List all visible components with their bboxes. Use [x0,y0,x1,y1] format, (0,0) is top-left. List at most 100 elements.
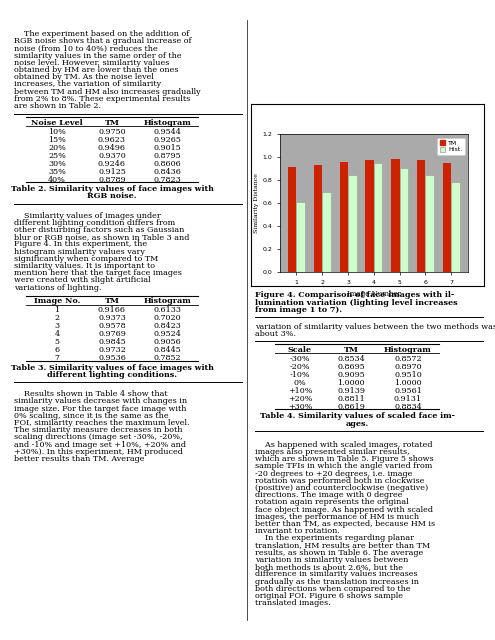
Text: In the experiments regarding planar: In the experiments regarding planar [255,534,414,542]
Text: 40%: 40% [48,176,66,184]
Text: increases, the variation of similarity: increases, the variation of similarity [14,81,161,88]
Text: results, as shown in Table 6. The average: results, as shown in Table 6. The averag… [255,548,423,557]
Bar [417,161,425,272]
Text: histogram similarity values vary: histogram similarity values vary [14,248,145,255]
Text: 0.9373: 0.9373 [98,314,126,323]
Text: 6: 6 [54,346,59,355]
Text: were created with slight artificial: were created with slight artificial [14,276,150,284]
Text: difference in similarity values increases: difference in similarity values increase… [255,570,418,579]
Text: 0.8795: 0.8795 [153,152,181,160]
Text: 0%: 0% [294,379,306,387]
Text: (positive) and counterclockwise (negative): (positive) and counterclockwise (negativ… [255,484,428,492]
Text: 0.9732: 0.9732 [98,346,126,355]
Text: different lighting condition differs from: different lighting condition differs fro… [14,219,175,227]
Text: 0.9750: 0.9750 [98,128,126,136]
Text: 1: 1 [54,307,59,314]
Text: 0.8436: 0.8436 [153,168,181,176]
Text: The similarity measure decreases in both: The similarity measure decreases in both [14,426,183,434]
Text: -20 degrees to +20 degrees, i.e. image: -20 degrees to +20 degrees, i.e. image [255,470,412,477]
Text: variation of similarity values between the two methods was: variation of similarity values between t… [255,323,495,331]
Text: As happened with scaled images, rotated: As happened with scaled images, rotated [255,441,433,449]
Legend: TM, Hist.: TM, Hist. [438,138,465,155]
Text: 0.8423: 0.8423 [153,323,181,330]
Bar [322,191,331,272]
Text: 0% scaling, since it is the same as the: 0% scaling, since it is the same as the [14,412,169,420]
Text: 0.9370: 0.9370 [98,152,126,160]
Bar [365,160,374,272]
Text: TM: TM [104,298,119,305]
Text: Histogram: Histogram [384,346,432,354]
Text: images also presented similar results,: images also presented similar results, [255,448,410,456]
Bar [399,168,408,272]
Text: variation in similarity values between: variation in similarity values between [255,556,408,564]
Text: 5: 5 [54,339,59,346]
Bar [288,167,297,272]
Text: 20%: 20% [48,144,66,152]
Text: images, the performance of HM is much: images, the performance of HM is much [255,513,419,521]
Text: 0.6133: 0.6133 [153,307,181,314]
Text: Image No.: Image No. [34,298,80,305]
Text: and -10% and image set +10%, +20% and: and -10% and image set +10%, +20% and [14,440,186,449]
Text: translation, HM results are better than TM: translation, HM results are better than … [255,541,430,550]
Bar [374,163,382,272]
Text: lumination variation (lighting level increases: lumination variation (lighting level inc… [255,298,457,307]
Text: 0.7823: 0.7823 [153,176,181,184]
Text: FOI, similarity reaches the maximum level.: FOI, similarity reaches the maximum leve… [14,419,190,427]
Text: similarity values in the same order of the: similarity values in the same order of t… [14,52,182,60]
Text: -20%: -20% [290,363,310,371]
Text: significantly when compared to TM: significantly when compared to TM [14,255,158,263]
Text: obtained by HM are lower than the ones: obtained by HM are lower than the ones [14,66,179,74]
Text: Table 2. Similarity values of face images with: Table 2. Similarity values of face image… [10,185,213,193]
Text: RGB noise shows that a gradual increase of: RGB noise shows that a gradual increase … [14,37,192,45]
Text: about 3%.: about 3%. [255,330,296,338]
Text: both directions when compared to the: both directions when compared to the [255,585,411,593]
Text: 0.9524: 0.9524 [153,330,181,339]
Text: 25%: 25% [48,152,66,160]
Bar [297,202,305,272]
Bar [314,164,322,272]
Text: 0.9015: 0.9015 [153,144,181,152]
Text: 0.9246: 0.9246 [98,160,126,168]
Text: 0.9125: 0.9125 [98,168,126,176]
Text: from image 1 to 7).: from image 1 to 7). [255,306,342,314]
Text: variations of lighting.: variations of lighting. [14,284,101,292]
Text: 0.9095: 0.9095 [337,371,365,379]
Text: The experiment based on the addition of: The experiment based on the addition of [14,30,189,38]
Y-axis label: Similarity Distance: Similarity Distance [254,173,259,233]
Text: sample TFIs in which the angle varied from: sample TFIs in which the angle varied fr… [255,462,432,470]
Text: 0.9056: 0.9056 [153,339,181,346]
Text: Histogram: Histogram [143,298,191,305]
Text: 0.9166: 0.9166 [98,307,126,314]
Text: both methods is about 2.6%, but the: both methods is about 2.6%, but the [255,563,403,571]
Text: 0.8789: 0.8789 [98,176,126,184]
Text: gradually as the translation increases in: gradually as the translation increases i… [255,577,419,586]
Text: 0.8811: 0.8811 [337,395,365,403]
Text: similarity values decrease with changes in: similarity values decrease with changes … [14,397,187,405]
Text: 0.9544: 0.9544 [153,128,181,136]
Text: 0.8445: 0.8445 [153,346,181,355]
Bar [348,175,356,272]
Text: 0.8606: 0.8606 [153,160,181,168]
Text: 0.8619: 0.8619 [337,403,365,411]
Text: 10%: 10% [48,128,66,136]
Text: between TM and HM also increases gradually: between TM and HM also increases gradual… [14,88,200,95]
Text: +10%: +10% [288,387,312,395]
Text: 30%: 30% [48,160,66,168]
Text: 0.8695: 0.8695 [337,363,365,371]
Text: original FOI. Figure 6 shows sample: original FOI. Figure 6 shows sample [255,592,403,600]
Text: translated images.: translated images. [255,599,331,607]
Text: Similarity values of images under: Similarity values of images under [14,212,161,220]
Text: TM: TM [104,118,119,127]
Text: Scale: Scale [288,346,312,354]
Text: similarity values. It is important to: similarity values. It is important to [14,262,155,270]
X-axis label: Image Number: Image Number [347,290,401,298]
Text: 0.7852: 0.7852 [153,355,181,362]
Bar [443,163,451,272]
Bar [425,175,434,272]
Text: invariant to rotation.: invariant to rotation. [255,527,340,535]
Text: +30%: +30% [288,403,312,411]
Text: 7: 7 [54,355,59,362]
Text: Figure 4. Comparison of face images with il-: Figure 4. Comparison of face images with… [255,291,454,300]
Text: 0.9845: 0.9845 [98,339,126,346]
Text: rotation was performed both in clockwise: rotation was performed both in clockwise [255,477,424,484]
